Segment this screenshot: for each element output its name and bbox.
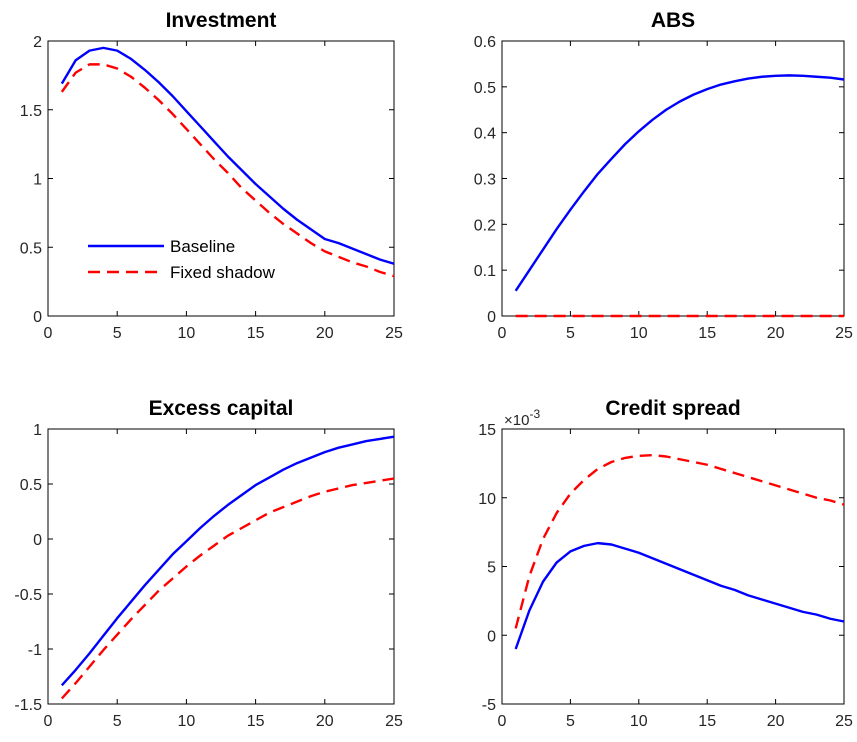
y-tick-label: 0 [33, 532, 42, 549]
y-tick-label: 1 [33, 172, 42, 189]
legend-label-baseline: Baseline [170, 237, 235, 256]
x-tick-label: 25 [385, 713, 403, 730]
axis-exponent: ×10-3 [504, 407, 540, 429]
panel-excess-capital: 0 5 10 15 20 25 -1.5 -1 -0.5 0 0.5 1 Excess capital [14, 397, 403, 730]
x-tick-label: 10 [178, 325, 196, 342]
series-line-fixed-shadow [60, 63, 395, 278]
x-tick-label: 15 [698, 713, 716, 730]
y-tick-label: 0 [487, 628, 496, 645]
x-tick-label: 5 [113, 325, 122, 342]
panel-abs: 0 5 10 15 20 25 0 0.1 0.2 0.3 0.4 0.5 0.6 ABS [474, 9, 853, 342]
exponent-base: ×10 [504, 412, 529, 429]
series-line-baseline [60, 46, 395, 265]
panel-title: Excess capital [149, 397, 294, 420]
x-tick-label: 25 [835, 325, 853, 342]
y-tick-label: 0 [487, 309, 496, 326]
y-tick-label: 0.2 [474, 217, 496, 234]
panel-title: ABS [651, 9, 695, 32]
y-tick-label: 0.5 [20, 240, 42, 257]
x-tick-label: 20 [767, 325, 785, 342]
series-line-fixed-shadow [514, 453, 845, 629]
x-tick-label: 20 [316, 325, 334, 342]
y-tick-label: -0.5 [14, 587, 42, 604]
x-tick-label: 20 [316, 713, 334, 730]
legend-label-fixed-shadow: Fixed shadow [170, 263, 276, 282]
series-line-fixed-shadow [60, 477, 395, 700]
y-tick-label: 2 [33, 34, 42, 51]
exponent-power: -3 [529, 407, 540, 421]
y-tick-label: 0 [33, 309, 42, 326]
y-tick-label: -5 [482, 697, 496, 714]
x-tick-label: 25 [385, 325, 403, 342]
plot-frame [501, 40, 845, 317]
panel-investment: 0 5 10 15 20 25 0 0.5 1 1.5 2 Investment Baseline Fix… [20, 9, 403, 342]
plot-frame [47, 428, 395, 705]
y-tick-label: 1.5 [20, 103, 42, 120]
x-tick-label: 20 [767, 713, 785, 730]
y-tick-label: 1 [33, 422, 42, 439]
y-tick-label: 0.6 [474, 34, 496, 51]
x-tick-label: 5 [566, 713, 575, 730]
y-tick-label: 10 [478, 491, 496, 508]
x-tick-label: 0 [498, 325, 507, 342]
y-tick-label: -1.5 [14, 697, 42, 714]
y-tick-label: 0.3 [474, 172, 496, 189]
series-line-baseline [60, 435, 395, 687]
x-tick-label: 0 [44, 325, 53, 342]
y-tick-label: 0.4 [474, 126, 496, 143]
y-tick-label: -1 [28, 642, 42, 659]
x-tick-label: 5 [113, 713, 122, 730]
y-tick-label: 0.1 [474, 263, 496, 280]
panel-title: Credit spread [605, 397, 740, 420]
y-tick-label: 15 [478, 422, 496, 439]
series-line-baseline [514, 74, 845, 292]
x-tick-label: 10 [630, 713, 648, 730]
x-tick-label: 10 [178, 713, 196, 730]
y-tick-label: 5 [487, 560, 496, 577]
x-tick-label: 15 [247, 325, 265, 342]
y-tick-label: 0.5 [474, 80, 496, 97]
series-line-baseline [514, 541, 845, 650]
x-tick-label: 15 [247, 713, 265, 730]
x-tick-label: 10 [630, 325, 648, 342]
x-tick-label: 25 [835, 713, 853, 730]
x-tick-label: 5 [566, 325, 575, 342]
y-tick-label: 0.5 [20, 477, 42, 494]
x-tick-label: 0 [44, 713, 53, 730]
x-tick-label: 15 [698, 325, 716, 342]
panel-title: Investment [166, 9, 277, 32]
x-tick-label: 0 [498, 713, 507, 730]
